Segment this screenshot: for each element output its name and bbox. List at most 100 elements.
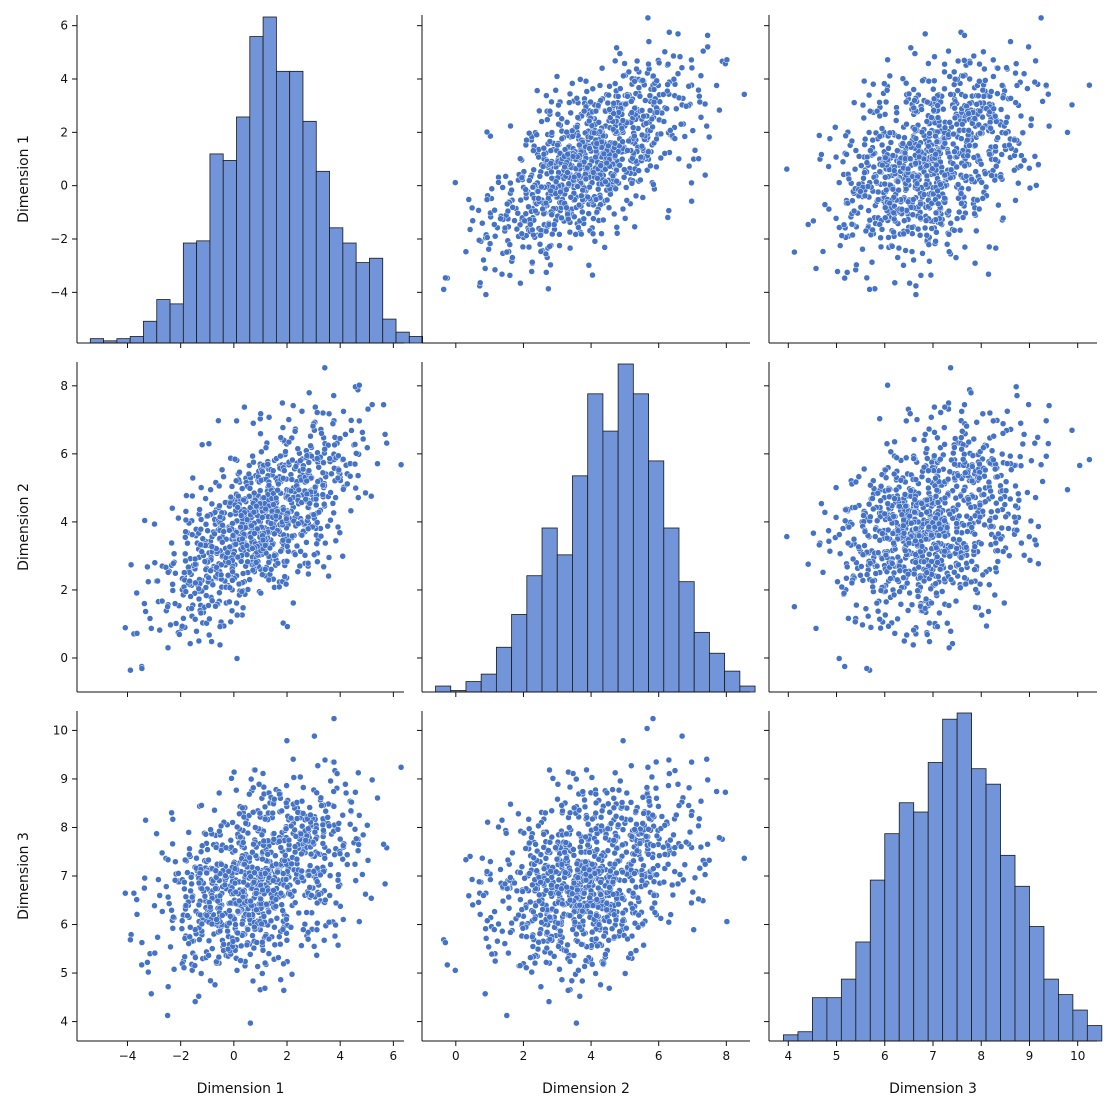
scatter-point bbox=[890, 513, 897, 520]
scatter-point bbox=[279, 399, 286, 407]
scatter-point bbox=[244, 558, 251, 566]
scatter-point bbox=[488, 185, 496, 193]
scatter-point bbox=[182, 534, 189, 541]
scatter-point bbox=[271, 941, 279, 949]
scatter-point bbox=[187, 593, 194, 600]
scatter-point bbox=[882, 154, 889, 162]
scatter-point bbox=[1002, 513, 1009, 521]
scatter-point bbox=[994, 64, 1002, 72]
scatter-point bbox=[243, 551, 251, 558]
scatter-point bbox=[990, 73, 997, 80]
scatter-point bbox=[184, 539, 191, 547]
scatter-point bbox=[332, 494, 339, 501]
scatter-point bbox=[1076, 462, 1083, 469]
scatter-point bbox=[616, 161, 623, 169]
hist-bar-dimension-1-19 bbox=[342, 242, 357, 344]
scatter-point bbox=[145, 578, 152, 585]
scatter-point bbox=[151, 902, 158, 909]
scatter-point bbox=[1015, 497, 1023, 504]
scatter-point bbox=[941, 140, 949, 147]
scatter-point bbox=[322, 807, 329, 815]
scatter-point bbox=[314, 762, 322, 769]
scatter-point bbox=[440, 286, 447, 293]
scatter-point bbox=[670, 75, 678, 83]
scatter-point bbox=[873, 562, 881, 570]
scatter-point bbox=[993, 499, 1000, 507]
scatter-point bbox=[247, 1019, 254, 1027]
scatter-point bbox=[322, 539, 329, 547]
scatter-point bbox=[182, 528, 189, 535]
scatter-point bbox=[950, 68, 958, 76]
scatter-point bbox=[969, 463, 976, 470]
scatter-point bbox=[233, 823, 241, 831]
hist-bar-dimension-1-4 bbox=[143, 320, 158, 344]
scatter-point bbox=[246, 790, 253, 798]
scatter-point bbox=[1020, 70, 1028, 77]
scatter-point bbox=[237, 523, 244, 531]
scatter-point bbox=[572, 231, 579, 238]
scatter-point bbox=[310, 551, 318, 558]
scatter-point bbox=[901, 637, 908, 645]
scatter-point bbox=[133, 896, 140, 903]
scatter-point bbox=[1039, 478, 1046, 485]
scatter-point bbox=[556, 231, 563, 238]
scatter-point bbox=[534, 188, 542, 195]
scatter-point bbox=[566, 99, 573, 106]
scatter-point bbox=[859, 551, 867, 558]
scatter-point bbox=[915, 532, 923, 539]
scatter-point bbox=[982, 77, 989, 84]
scatter-point bbox=[898, 206, 906, 213]
scatter-point bbox=[278, 807, 285, 815]
scatter-point bbox=[326, 455, 333, 462]
scatter-point bbox=[933, 544, 940, 552]
scatter-point bbox=[882, 174, 889, 181]
scatter-point bbox=[547, 187, 554, 195]
scatter-point bbox=[974, 196, 981, 204]
scatter-point bbox=[980, 48, 987, 56]
scatter-point bbox=[548, 129, 556, 136]
scatter-point bbox=[838, 232, 846, 239]
scatter-point bbox=[917, 511, 925, 518]
scatter-point bbox=[163, 883, 170, 890]
scatter-point bbox=[992, 156, 999, 163]
scatter-point bbox=[133, 589, 140, 597]
scatter-point bbox=[597, 162, 604, 169]
scatter-point bbox=[1007, 38, 1014, 45]
scatter-point bbox=[197, 609, 205, 617]
scatter-point bbox=[215, 953, 223, 961]
scatter-point bbox=[1037, 14, 1045, 22]
scatter-point bbox=[631, 223, 638, 231]
scatter-point bbox=[1003, 460, 1011, 467]
scatter-point bbox=[978, 179, 985, 186]
scatter-point bbox=[990, 432, 997, 440]
scatter-point bbox=[1001, 501, 1009, 508]
scatter-point bbox=[303, 539, 310, 546]
scatter-point bbox=[988, 88, 995, 95]
scatter-point bbox=[325, 554, 333, 561]
scatter-point bbox=[289, 755, 297, 763]
scatter-point bbox=[208, 543, 216, 550]
scatter-point bbox=[907, 44, 915, 52]
scatter-point bbox=[279, 619, 287, 627]
scatter-point bbox=[979, 410, 987, 418]
scatter-point bbox=[990, 105, 997, 113]
scatter-point bbox=[941, 517, 948, 524]
scatter-point bbox=[991, 465, 999, 473]
scatter-point bbox=[245, 470, 253, 478]
scatter-point bbox=[970, 52, 978, 60]
scatter-point bbox=[904, 570, 912, 578]
scatter-point bbox=[172, 620, 180, 627]
scatter-point bbox=[533, 87, 541, 94]
scatter-point bbox=[879, 530, 886, 537]
scatter-point bbox=[332, 921, 339, 929]
scatter-point bbox=[242, 820, 250, 827]
scatter-point bbox=[923, 172, 931, 180]
scatter-point bbox=[696, 93, 703, 100]
scatter-point bbox=[677, 120, 685, 128]
hist-bar-dimension-2-19 bbox=[724, 670, 741, 693]
scatter-point bbox=[170, 966, 178, 973]
scatter-point bbox=[897, 601, 905, 608]
scatter-point bbox=[224, 549, 231, 556]
scatter-point bbox=[900, 522, 907, 530]
scatter-point bbox=[248, 522, 255, 530]
